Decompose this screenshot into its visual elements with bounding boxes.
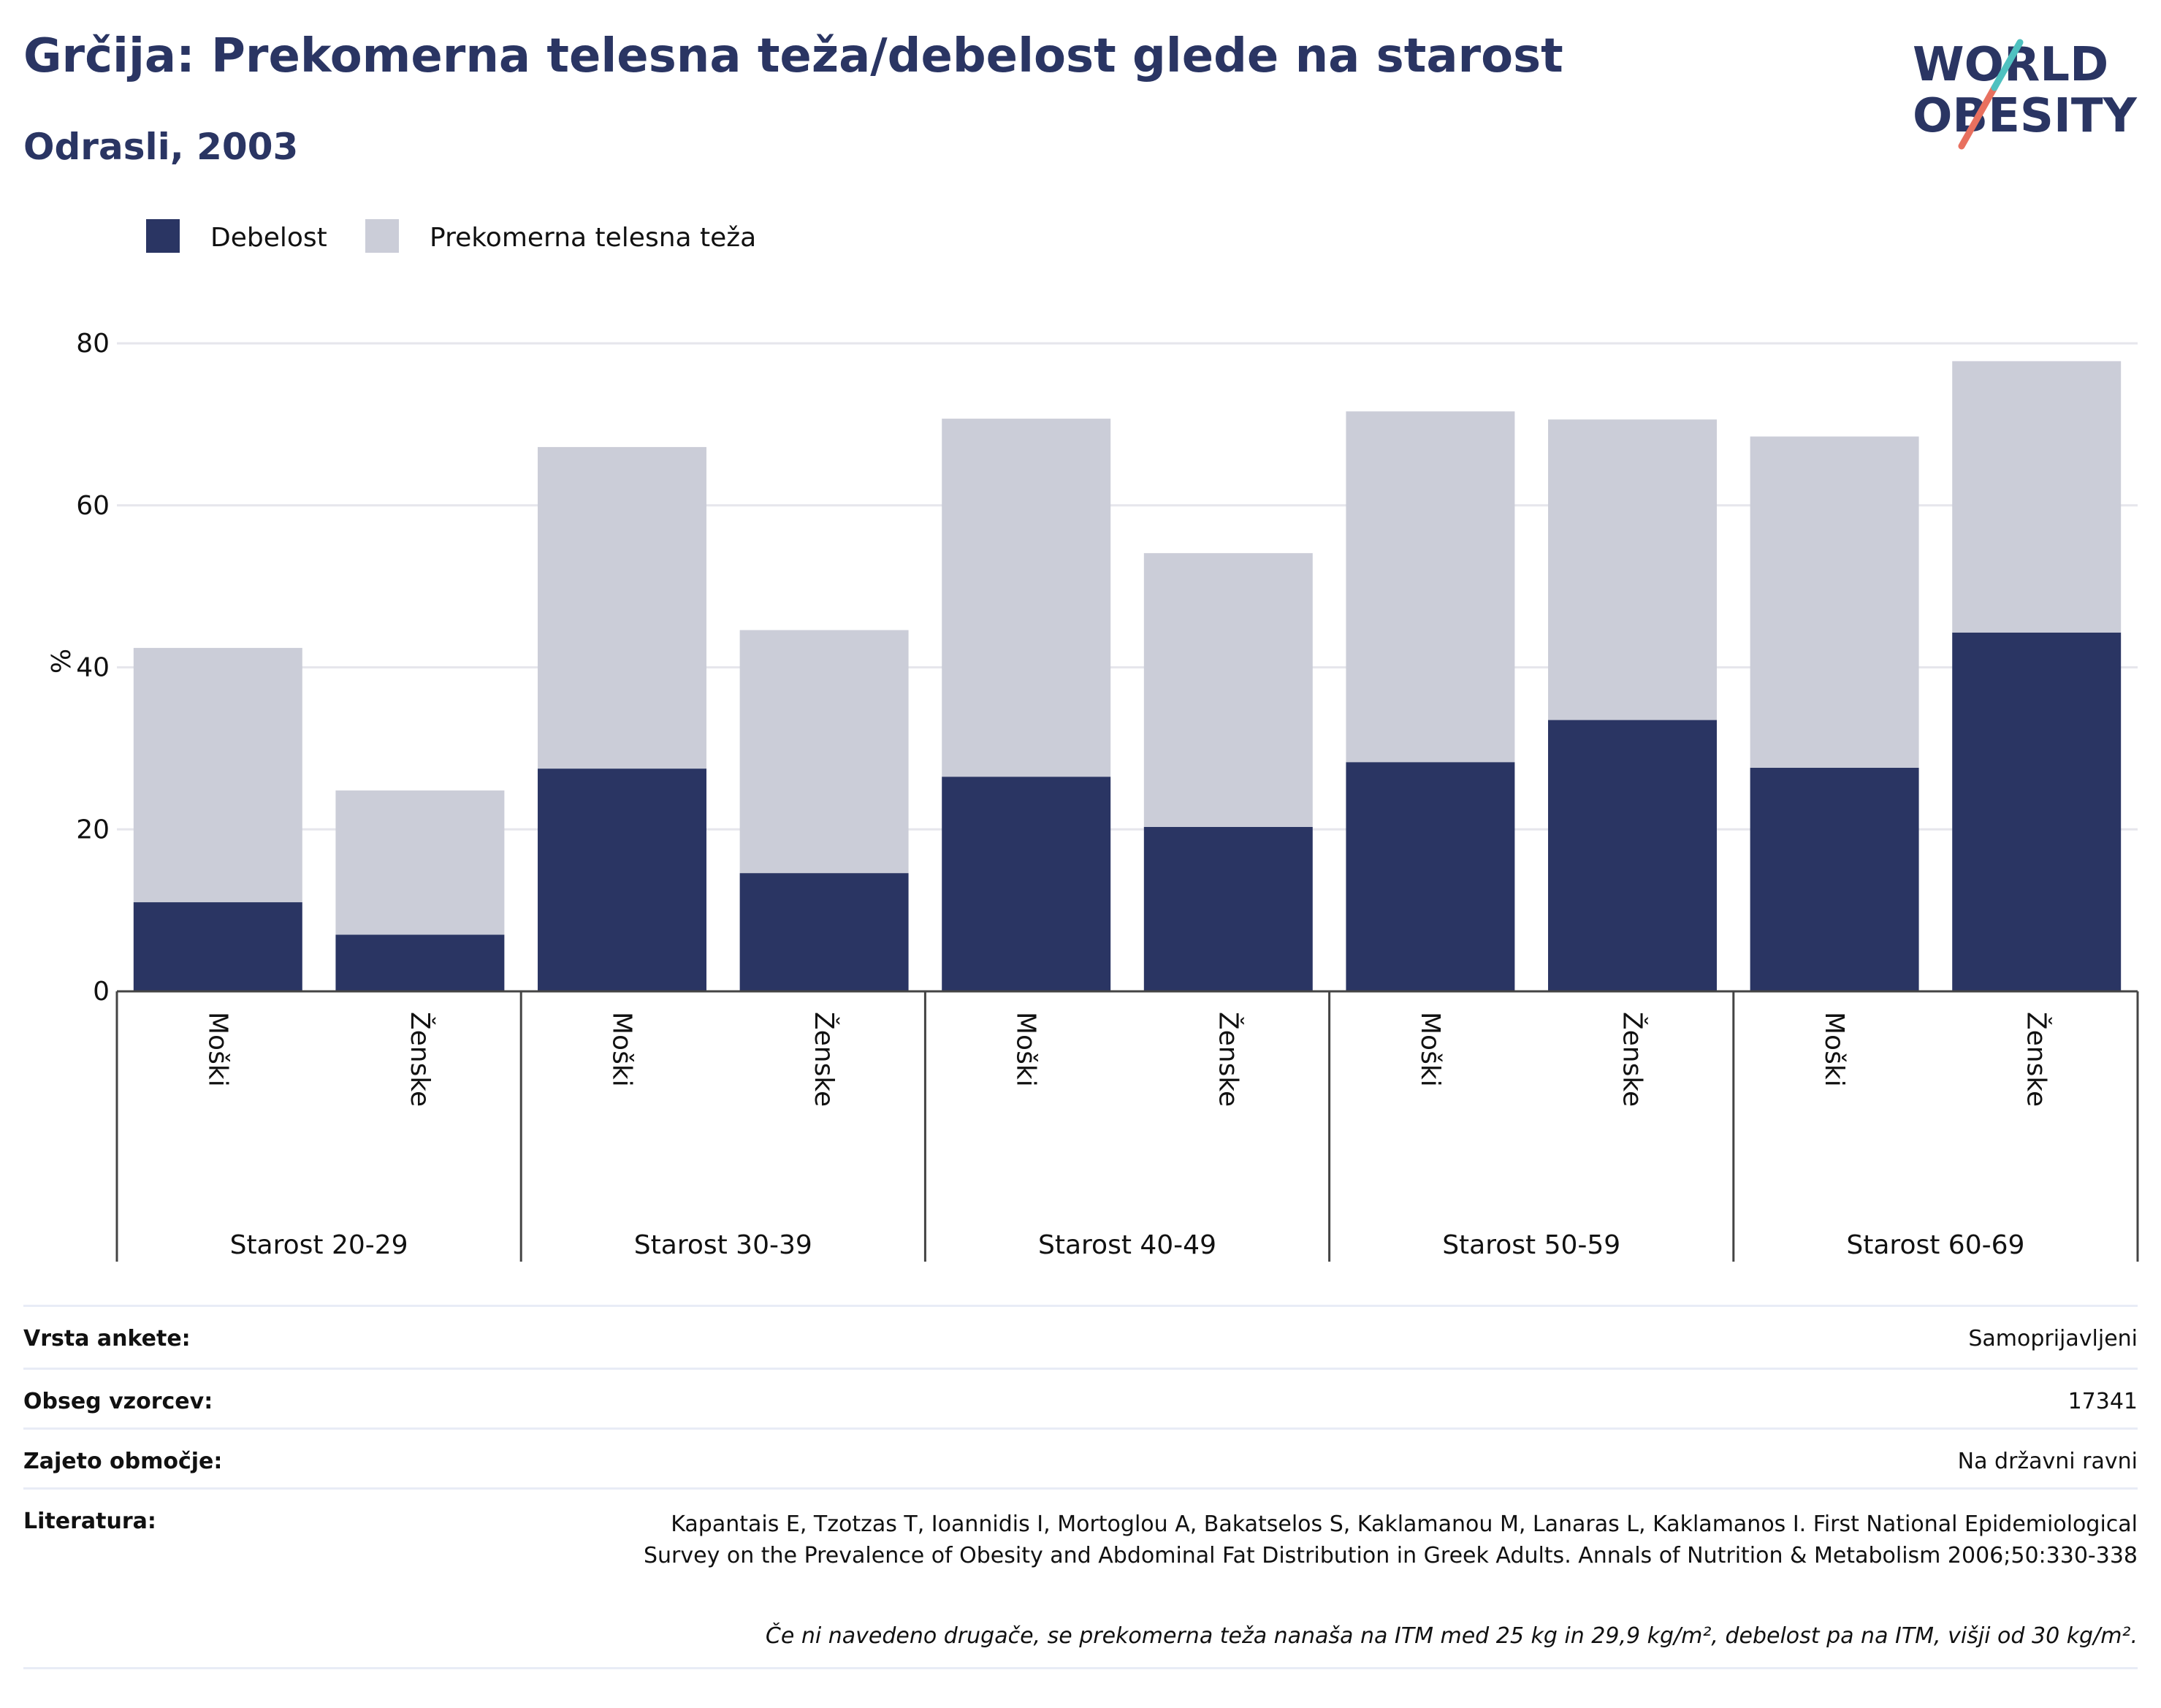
x-tick-label: Moški [1819,1012,1849,1087]
y-tick-label: 60 [76,491,110,521]
bar-prekomerna [1548,419,1717,720]
legend: Debelost Prekomerna telesna teža [146,219,756,253]
bar-debelost [1952,632,2122,991]
metadata-row: Zajeto območje: Na državni ravni [23,1427,2138,1487]
legend-label-prekomerna: Prekomerna telesna teža [430,223,756,253]
metadata-label: Vrsta ankete: [23,1326,191,1351]
bar-debelost [1143,826,1313,991]
group-label: Starost 30-39 [634,1230,812,1260]
stacked-bar-chart: Debelost Prekomerna telesna teža Moški Že… [45,219,2139,1262]
bar-prekomerna [1952,361,2122,633]
group-label: Starost 40-49 [1038,1230,1216,1260]
bar-prekomerna [538,446,706,769]
legend-swatch-prekomerna [365,219,399,253]
metadata-row: Literatura: Kapantais E, Tzotzas T, Ioann… [23,1487,2138,1616]
metadata-value: Na državni ravni [1957,1449,2138,1474]
x-tick-label: Ženske [1213,1012,1243,1107]
bar-debelost [1750,767,1919,991]
x-tick-label: Ženske [2021,1012,2052,1107]
y-tick-label: 20 [76,815,110,845]
footnote: Če ni navedeno drugače, se prekomerna te… [765,1623,2138,1649]
metadata-label: Obseg vzorcev: [23,1389,213,1414]
metadata-label: Literatura: [23,1509,156,1534]
legend-label-debelost: Debelost [210,223,327,253]
chart-subtitle: Odrasli, 2003 [23,126,299,168]
bar-debelost [739,873,909,991]
group-label: Starost 20-29 [230,1230,408,1260]
x-tick-label: Ženske [1617,1012,1648,1107]
bar-prekomerna [1346,411,1515,763]
metadata-value: Kapantais E, Tzotzas T, Ioannidis I, Mor… [644,1511,2138,1568]
bar-prekomerna [1143,553,1313,827]
y-axis-label: % [45,649,75,674]
metadata-row: Vrsta ankete: Samoprijavljeni [23,1305,2138,1368]
bar-debelost [538,769,706,991]
bar-prekomerna [739,630,909,874]
x-tick-label: Ženske [809,1012,839,1107]
x-tick-label: Moški [1415,1012,1445,1087]
metadata-table: Vrsta ankete: Samoprijavljeni Obseg vzorce… [23,1305,2138,1616]
y-tick-label: 40 [76,653,110,683]
y-tick-label: 80 [76,329,110,359]
y-tick-label: 0 [93,977,110,1007]
x-tick-label: Ženske [405,1012,435,1107]
footnote-divider [23,1667,2138,1669]
bar-prekomerna [1750,436,1919,768]
bar-debelost [133,902,302,991]
metadata-value: Samoprijavljeni [1968,1326,2138,1351]
svg-text:OBESITY: OBESITY [1913,89,2137,143]
bar-prekomerna [942,419,1111,777]
metadata-row: Obseg vzorcev: 17341 [23,1368,2138,1427]
legend-swatch-debelost [146,219,180,253]
group-label: Starost 50-59 [1442,1230,1620,1260]
x-tick-label: Moški [202,1012,232,1087]
bar-debelost [942,777,1111,991]
bar-prekomerna [335,790,505,935]
world-obesity-logo: WORLD OBESITY [1913,38,2137,150]
x-tick-label: Moški [1011,1012,1041,1087]
metadata-value: 17341 [2067,1389,2138,1414]
bar-prekomerna [133,647,302,903]
bar-debelost [335,934,505,991]
metadata-label: Zajeto območje: [23,1449,223,1474]
group-label: Starost 60-69 [1846,1230,2024,1260]
bar-debelost [1548,720,1717,991]
x-tick-label: Moški [607,1012,637,1087]
chart-title: Grčija: Prekomerna telesna teža/debelost… [23,29,1563,83]
bar-debelost [1346,762,1515,991]
